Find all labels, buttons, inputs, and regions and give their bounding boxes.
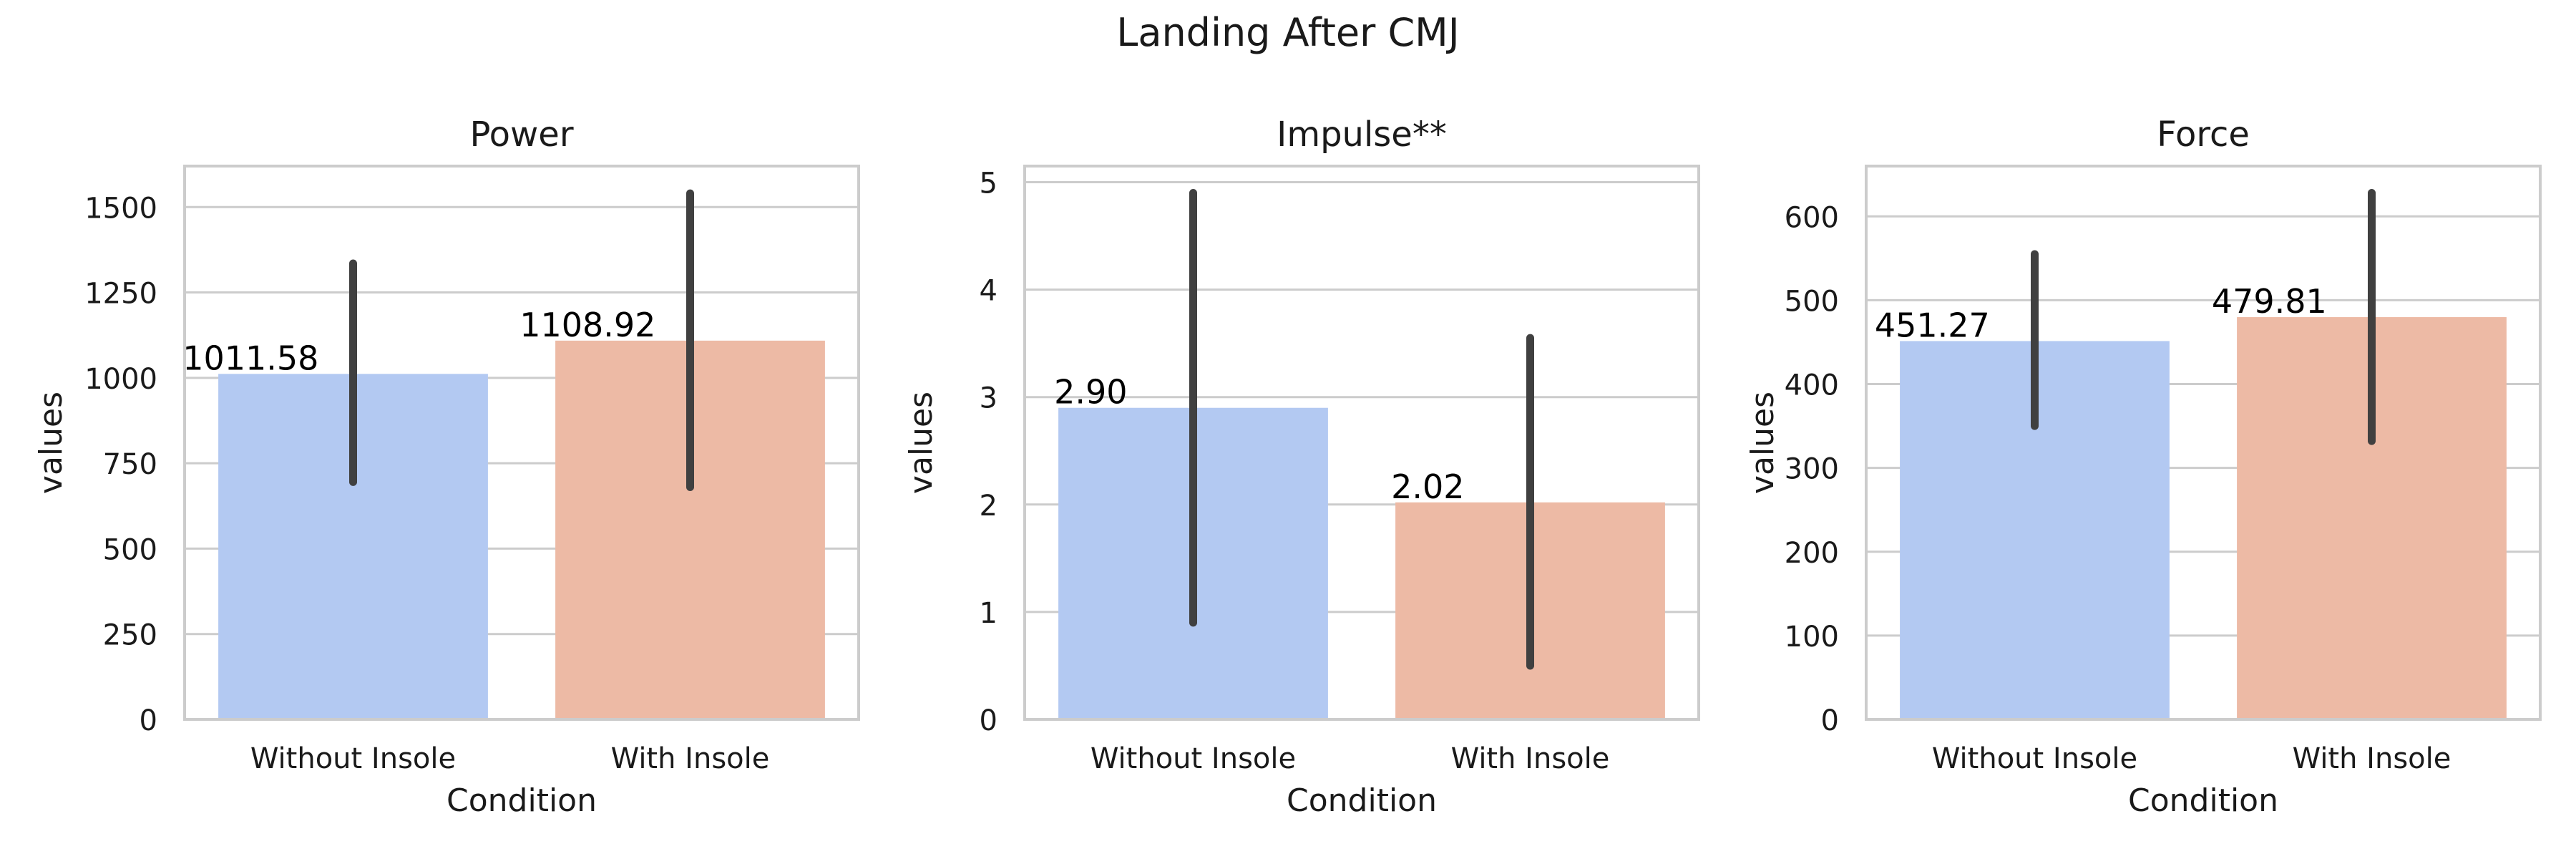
y-axis-label: values bbox=[1745, 392, 1781, 494]
x-tick-label: Without Insole bbox=[250, 742, 456, 775]
data-label: 1108.92 bbox=[519, 306, 655, 344]
y-tick-label: 100 bbox=[1785, 621, 1839, 654]
y-tick-label: 1 bbox=[980, 597, 997, 630]
data-label: 451.27 bbox=[1875, 306, 1990, 344]
panel-title: Impulse** bbox=[1277, 115, 1447, 155]
chart-panel: 2.90 2.02 0 1 2 3 4 5 Without Insole With Insole C… bbox=[903, 115, 1700, 819]
y-tick-label: 3 bbox=[980, 382, 997, 415]
data-label: 1011.58 bbox=[182, 339, 318, 377]
y-tick-label: 1250 bbox=[84, 278, 157, 311]
chart-panel: 451.27 479.81 0 100 200 300 400 500 600 Without I… bbox=[1745, 115, 2542, 819]
figure-title: Landing After CMJ bbox=[1116, 10, 1459, 55]
panel-title: Force bbox=[2157, 115, 2250, 155]
y-tick-label: 0 bbox=[1821, 704, 1839, 737]
y-tick-label: 250 bbox=[103, 619, 157, 652]
plot-frame bbox=[183, 165, 860, 721]
y-tick-label: 500 bbox=[103, 533, 157, 566]
y-tick-label: 0 bbox=[140, 704, 157, 737]
x-axis-label: Condition bbox=[447, 782, 597, 819]
x-axis-label: Condition bbox=[1287, 782, 1437, 819]
y-tick-label: 500 bbox=[1785, 285, 1839, 318]
x-tick-label: With Insole bbox=[2293, 742, 2451, 775]
y-tick-label: 2 bbox=[980, 490, 997, 523]
plot-frame bbox=[1865, 165, 2542, 721]
y-tick-label: 1500 bbox=[84, 192, 157, 225]
y-tick-label: 300 bbox=[1785, 453, 1839, 486]
plot-frame bbox=[1023, 165, 1700, 721]
x-tick-label: With Insole bbox=[1451, 742, 1610, 775]
data-label: 2.90 bbox=[1054, 373, 1127, 412]
x-tick-label: Without Insole bbox=[1932, 742, 2137, 775]
y-tick-label: 5 bbox=[980, 168, 997, 200]
y-tick-label: 750 bbox=[103, 448, 157, 481]
y-tick-label: 4 bbox=[980, 275, 997, 308]
data-label: 479.81 bbox=[2212, 282, 2327, 321]
y-tick-label: 600 bbox=[1785, 201, 1839, 234]
y-tick-label: 0 bbox=[980, 704, 997, 737]
y-tick-label: 1000 bbox=[84, 363, 157, 396]
y-axis-label: values bbox=[33, 392, 69, 494]
panel-title: Power bbox=[469, 115, 573, 155]
y-axis-label: values bbox=[903, 392, 940, 494]
y-tick-label: 400 bbox=[1785, 369, 1839, 402]
x-tick-label: Without Insole bbox=[1091, 742, 1296, 775]
y-tick-label: 200 bbox=[1785, 537, 1839, 570]
x-tick-label: With Insole bbox=[611, 742, 770, 775]
data-label: 2.02 bbox=[1391, 467, 1464, 506]
chart-panel: 1011.58 1108.92 0 250 500 750 1000 1250 1500 With… bbox=[33, 115, 860, 819]
x-axis-label: Condition bbox=[2128, 782, 2278, 819]
chart-panels: 1011.581108.920250500750100012501500With… bbox=[33, 115, 2542, 819]
